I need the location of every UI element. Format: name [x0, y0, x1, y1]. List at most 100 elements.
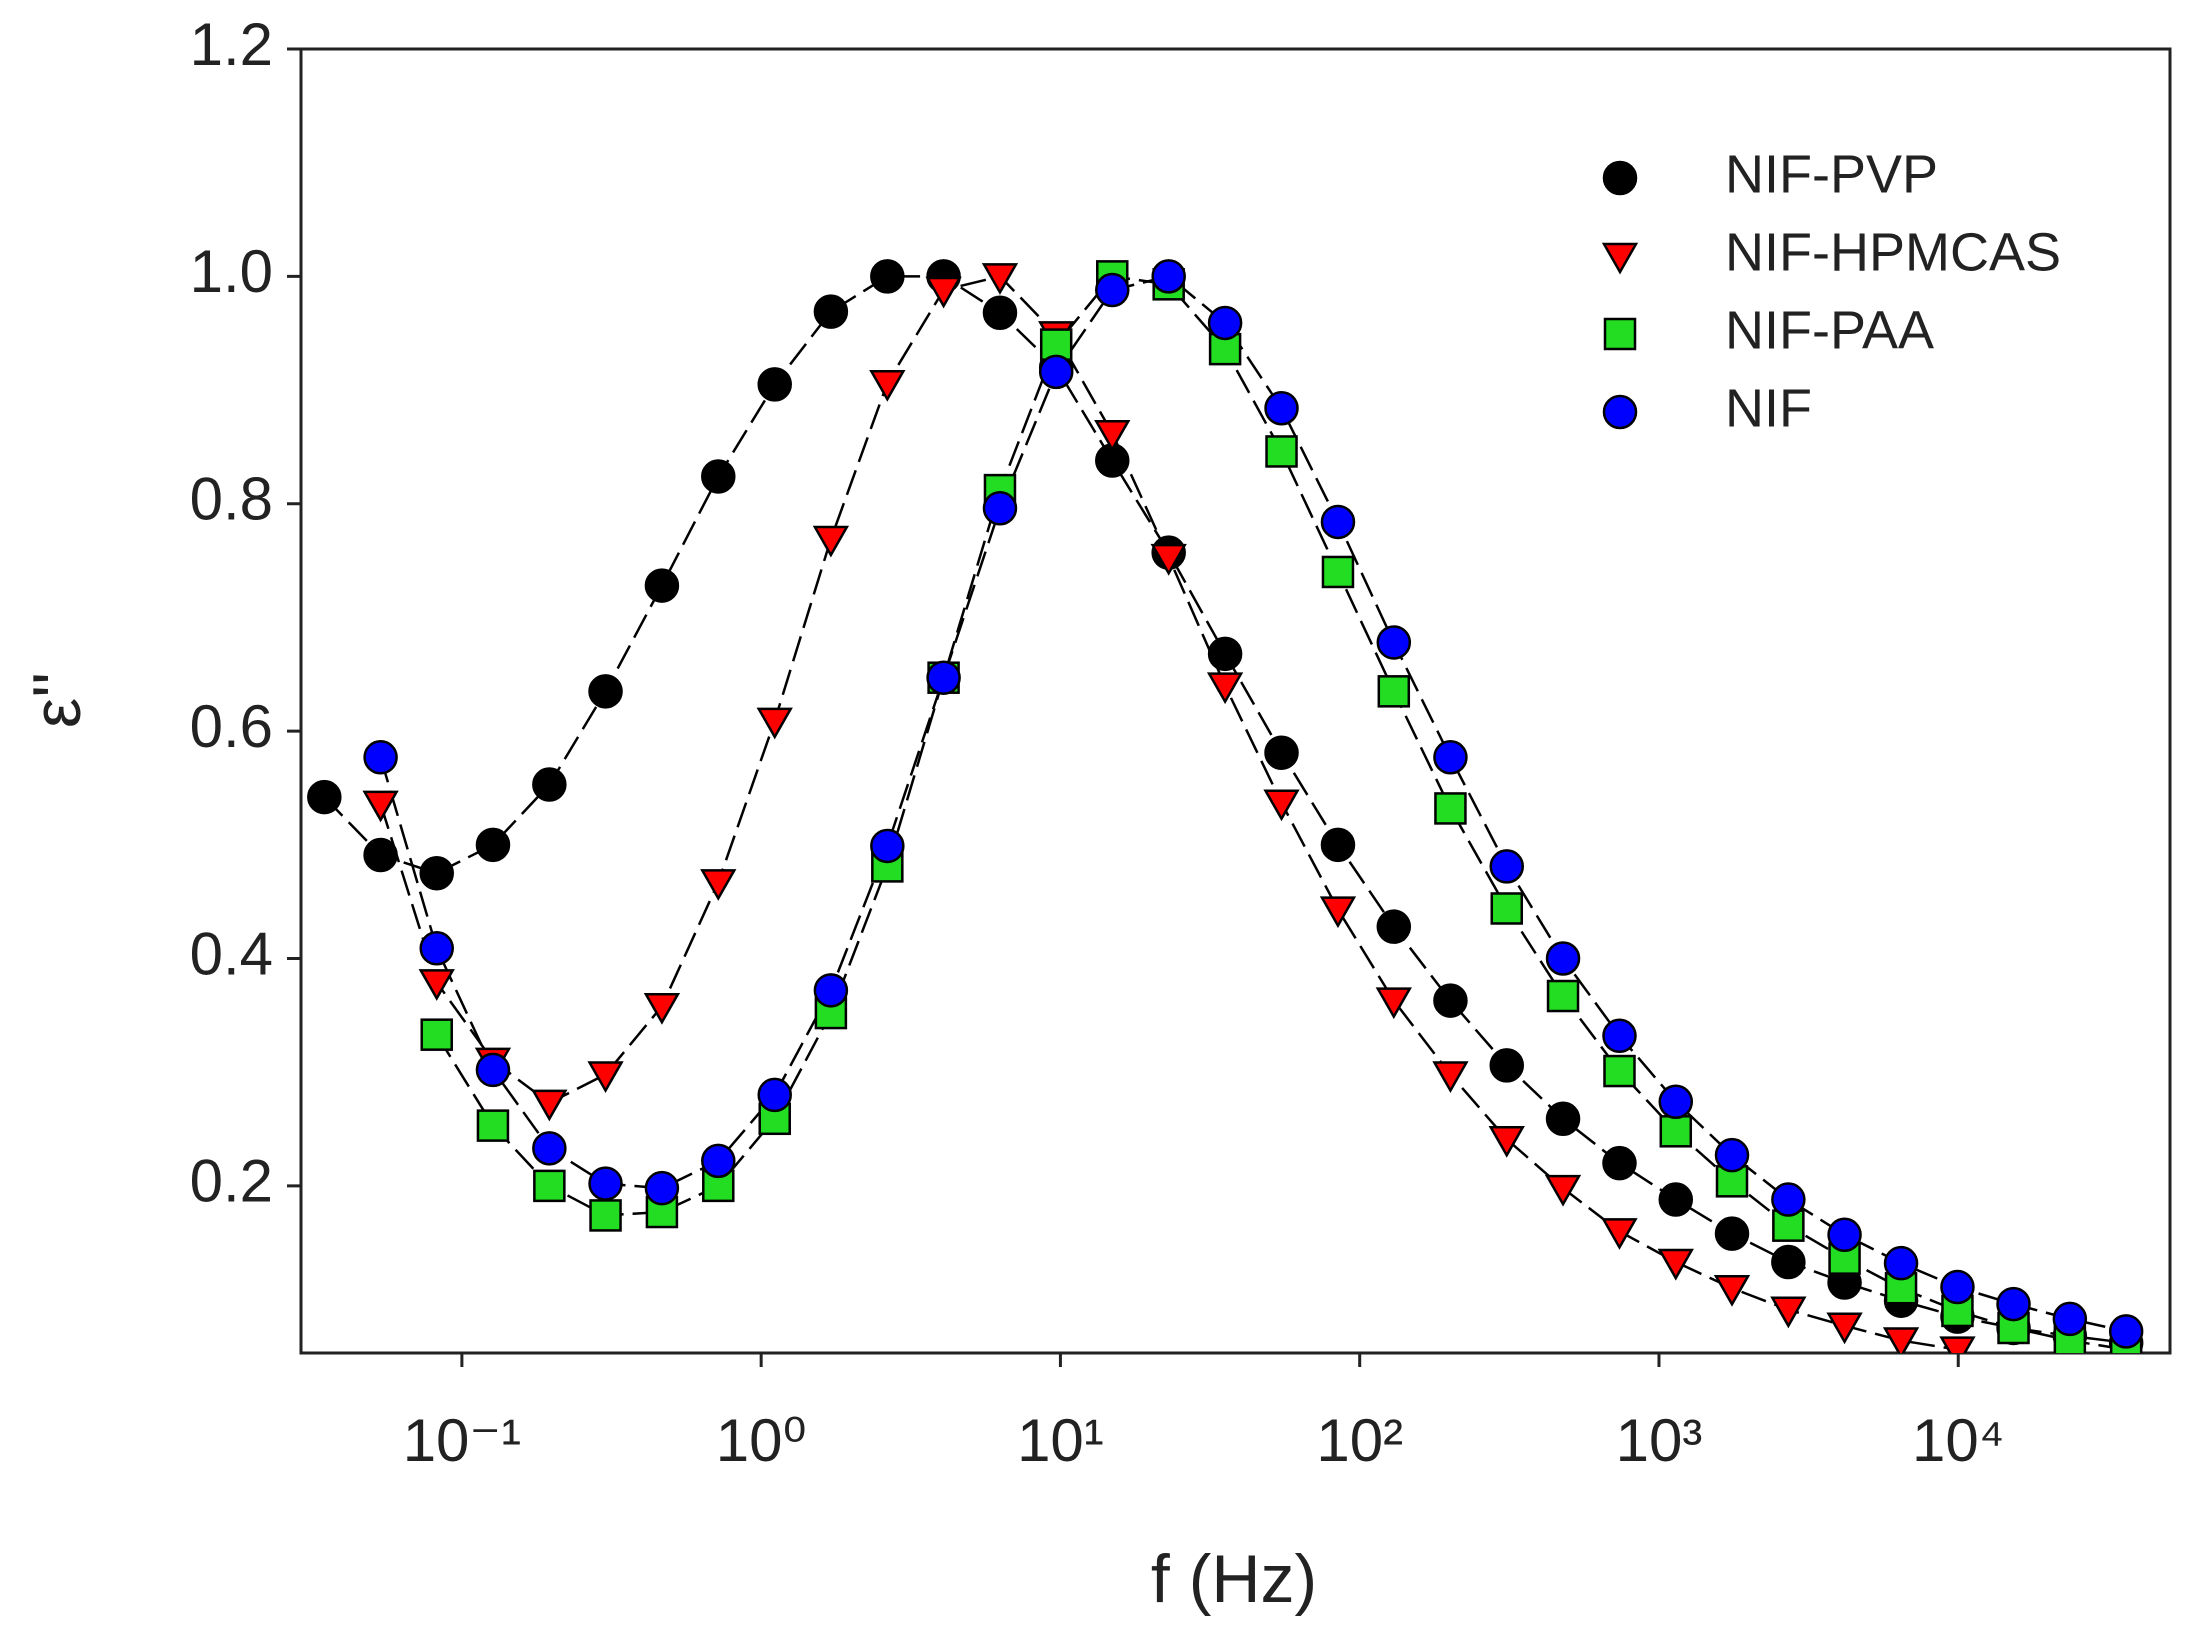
marker — [1940, 1269, 1975, 1305]
marker — [1713, 1274, 1751, 1307]
marker — [1375, 987, 1412, 1020]
marker — [1434, 792, 1467, 825]
marker — [1882, 1327, 1920, 1353]
x-tick-label: 10² — [1316, 1407, 1403, 1474]
marker — [1659, 1115, 1693, 1148]
x-tick-label: 10¹ — [1017, 1407, 1104, 1474]
marker — [925, 276, 962, 309]
marker — [1601, 1218, 1638, 1250]
marker — [1489, 849, 1525, 884]
marker — [1321, 555, 1355, 589]
marker — [870, 828, 905, 864]
marker — [644, 568, 680, 603]
marker — [1827, 1217, 1862, 1253]
marker — [1039, 328, 1073, 361]
y-tick-label: 0.6 — [190, 693, 273, 760]
marker — [475, 1052, 511, 1088]
marker — [1545, 941, 1581, 976]
marker — [1771, 1244, 1806, 1280]
marker — [1377, 675, 1411, 708]
marker — [1207, 305, 1243, 341]
marker — [982, 295, 1018, 331]
legend-marker — [1602, 394, 1638, 430]
marker — [1376, 909, 1412, 944]
marker — [1433, 983, 1468, 1018]
marker — [1658, 1084, 1694, 1119]
legend-label: NIF-HPMCAS — [1725, 222, 2061, 282]
y-tick-label: 0.4 — [190, 920, 273, 987]
marker — [757, 367, 792, 402]
marker — [869, 369, 906, 402]
marker — [1094, 420, 1131, 452]
marker — [1376, 625, 1412, 660]
legend-marker — [1602, 160, 1638, 196]
x-axis-title: f (Hz) — [1151, 1541, 1317, 1617]
marker — [1996, 1286, 2031, 1322]
marker — [757, 1077, 792, 1113]
marker — [589, 1199, 622, 1232]
marker — [1207, 636, 1243, 672]
marker — [419, 931, 454, 966]
x-tick-label: 10⁰ — [716, 1407, 807, 1474]
legend-marker — [1601, 242, 1639, 275]
x-tick-label: 10⁻¹ — [403, 1407, 521, 1474]
marker — [363, 837, 398, 873]
y-tick-label: 0.2 — [190, 1148, 273, 1215]
marker — [476, 1109, 510, 1142]
marker — [307, 779, 342, 815]
marker — [588, 1166, 623, 1201]
marker — [982, 491, 1018, 526]
marker — [644, 1170, 680, 1206]
marker — [2052, 1301, 2088, 1337]
y-tick-label: 1.0 — [190, 238, 273, 305]
marker — [813, 294, 849, 329]
marker — [926, 660, 961, 695]
marker — [1151, 259, 1186, 294]
marker — [532, 767, 567, 802]
y-axis-title: ε'' — [19, 672, 95, 728]
marker — [1826, 1312, 1863, 1345]
marker — [1939, 1336, 1976, 1353]
plot-area — [307, 259, 2144, 1353]
marker — [1319, 896, 1357, 929]
marker — [1770, 1296, 1807, 1329]
marker — [533, 1169, 566, 1203]
marker — [701, 459, 736, 494]
marker — [1714, 1216, 1750, 1251]
y-tick-label: 1.2 — [190, 11, 273, 78]
marker — [420, 1018, 453, 1051]
marker — [701, 1143, 736, 1179]
marker — [587, 1061, 624, 1093]
marker — [1208, 332, 1242, 366]
marker — [981, 263, 1019, 295]
legend-label: NIF-PVP — [1725, 144, 1938, 204]
marker — [1544, 1174, 1582, 1207]
marker — [1264, 391, 1299, 426]
marker — [1038, 354, 1074, 390]
marker — [1546, 979, 1580, 1013]
marker — [1489, 1048, 1525, 1083]
marker — [1488, 1126, 1525, 1158]
marker — [1265, 435, 1298, 468]
marker — [1658, 1182, 1694, 1217]
x-tick-label: 10⁴ — [1912, 1407, 2005, 1474]
marker — [419, 855, 454, 891]
y-tick-label: 0.8 — [190, 466, 273, 533]
legend-label: NIF-PAA — [1725, 300, 1934, 360]
marker — [1602, 1018, 1637, 1054]
marker — [1150, 543, 1187, 576]
marker — [1490, 892, 1524, 925]
plot-frame — [299, 47, 2172, 1355]
marker — [1206, 672, 1244, 705]
marker — [362, 790, 399, 823]
marker — [1433, 740, 1468, 775]
marker — [531, 1089, 568, 1122]
marker — [1602, 1145, 1637, 1181]
x-tick-label: 10³ — [1616, 1407, 1703, 1474]
marker — [812, 525, 850, 558]
marker — [1432, 1061, 1469, 1093]
marker — [1095, 272, 1130, 308]
marker — [588, 674, 623, 709]
marker — [813, 973, 849, 1008]
